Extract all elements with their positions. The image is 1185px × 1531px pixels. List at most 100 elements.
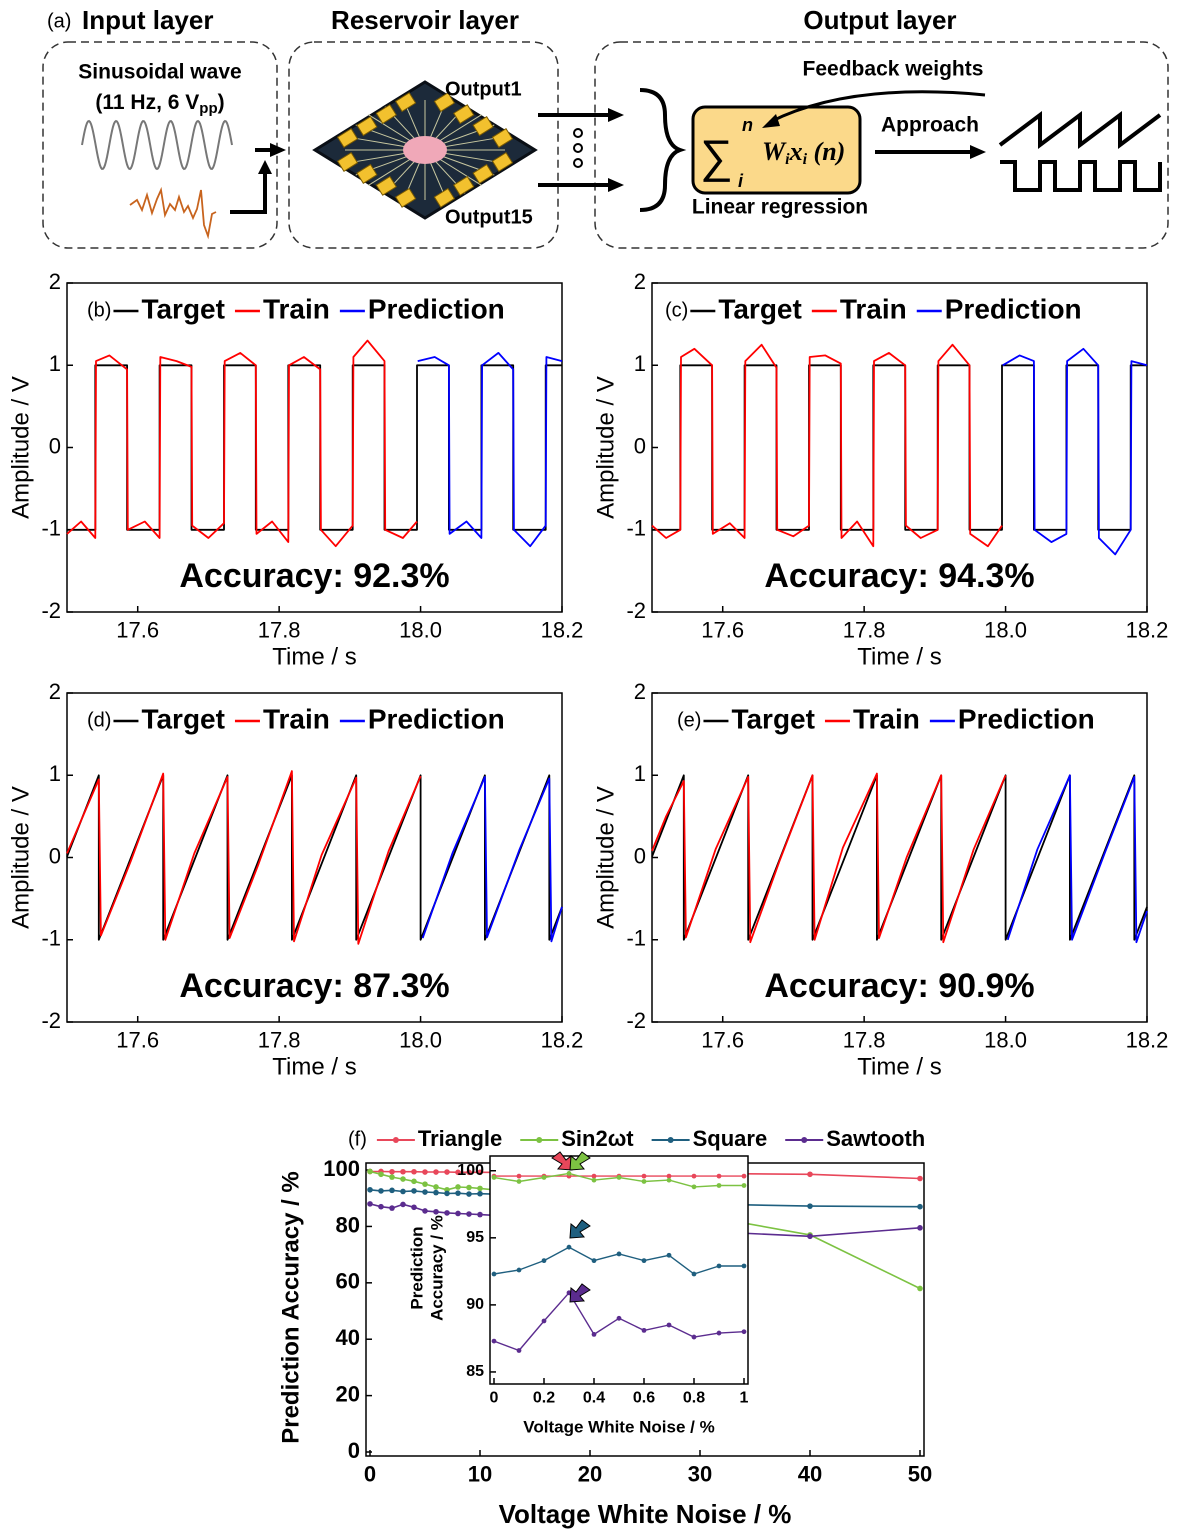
data-point bbox=[400, 1188, 406, 1195]
plot-frame bbox=[651, 282, 1148, 613]
y-tick-label: -1 bbox=[626, 516, 646, 541]
data-point bbox=[516, 1348, 522, 1353]
y-tick-label: -2 bbox=[41, 1008, 61, 1033]
data-point bbox=[477, 1211, 483, 1218]
x-tick-label: 17.8 bbox=[843, 618, 886, 643]
data-point bbox=[367, 1168, 373, 1175]
arrow bbox=[230, 172, 267, 214]
regression-box bbox=[691, 105, 862, 195]
x-tick-label: 40 bbox=[798, 1462, 822, 1487]
diagram: (a) Input layer Reservoir layer Output l… bbox=[42, 5, 1169, 249]
data-point bbox=[444, 1210, 450, 1216]
data-point bbox=[422, 1189, 428, 1195]
series-line bbox=[66, 339, 418, 548]
data-point bbox=[516, 1173, 522, 1179]
data-point bbox=[491, 1175, 497, 1180]
x-tick-label: 18.2 bbox=[1126, 1028, 1169, 1053]
data-point bbox=[477, 1185, 483, 1192]
chip-pad bbox=[491, 151, 514, 172]
data-point bbox=[591, 1258, 597, 1264]
y-tick-label: 2 bbox=[49, 269, 61, 294]
feedback-label: Feedback weights bbox=[803, 58, 984, 81]
data-point bbox=[400, 1201, 406, 1208]
y-axis-label: Amplitude / V bbox=[7, 376, 34, 519]
data-point bbox=[433, 1184, 439, 1190]
accuracy-annotation: Accuracy: 92.3% bbox=[179, 557, 449, 595]
data-point bbox=[477, 1169, 483, 1176]
data-point bbox=[422, 1169, 428, 1175]
formula-term: (n) bbox=[807, 137, 845, 166]
x-tick-label: 20 bbox=[578, 1462, 602, 1487]
x-tick-label: 0.8 bbox=[683, 1390, 705, 1407]
formula-lower: i bbox=[738, 171, 744, 191]
legend-label: Target bbox=[141, 293, 225, 324]
data-point bbox=[516, 1179, 522, 1184]
series-line bbox=[651, 343, 1003, 548]
data-point bbox=[666, 1252, 672, 1258]
legend-label: Prediction bbox=[945, 293, 1082, 324]
feedback-arrow bbox=[769, 90, 986, 124]
plot-frame bbox=[651, 692, 1148, 1023]
legend-label: Target bbox=[718, 293, 802, 324]
legend-label: Prediction bbox=[368, 293, 505, 324]
chip-pad bbox=[356, 116, 378, 137]
output-label: Output1 bbox=[445, 78, 522, 100]
y-axis-label: Amplitude / V bbox=[7, 786, 34, 929]
chip-pad bbox=[453, 104, 475, 125]
legend-marker bbox=[667, 1137, 674, 1143]
data-point bbox=[807, 1171, 813, 1178]
data-point bbox=[641, 1327, 647, 1333]
series-line bbox=[421, 776, 563, 943]
legend-label: Triangle bbox=[418, 1126, 502, 1151]
formula-term: i bbox=[785, 151, 790, 168]
data-point bbox=[367, 1201, 373, 1207]
data-point bbox=[491, 1338, 497, 1344]
y-tick-label: 1 bbox=[49, 761, 61, 786]
data-point bbox=[741, 1329, 747, 1335]
x-tick-label: 18.0 bbox=[984, 618, 1027, 643]
y-tick-label: 2 bbox=[634, 679, 646, 704]
series-line bbox=[1002, 347, 1148, 556]
data-point bbox=[411, 1188, 417, 1194]
data-point bbox=[378, 1188, 384, 1194]
reservoir-box bbox=[288, 41, 559, 249]
y-tick-label: 1 bbox=[634, 761, 646, 786]
y-tick-label: 60 bbox=[336, 1269, 360, 1294]
y-tick-label: 85 bbox=[466, 1363, 484, 1380]
data-point bbox=[917, 1203, 923, 1210]
data-point bbox=[411, 1178, 417, 1185]
formula-term: i bbox=[803, 151, 808, 168]
legend-label: Sin2ωt bbox=[561, 1126, 634, 1151]
accuracy-annotation: Accuracy: 94.3% bbox=[764, 557, 1034, 595]
accuracy-annotation: Accuracy: 87.3% bbox=[179, 967, 449, 1005]
data-point bbox=[444, 1169, 450, 1175]
y-tick-label: 20 bbox=[336, 1381, 360, 1406]
sawtooth-icon bbox=[998, 111, 1162, 149]
arrow-head bbox=[970, 145, 986, 159]
y-axis-label: Prediction Accuracy / % bbox=[277, 1171, 304, 1444]
x-axis-label: Voltage White Noise / % bbox=[499, 1499, 792, 1529]
y-axis-label: Amplitude / V bbox=[592, 376, 619, 519]
y-tick-label: 1 bbox=[634, 351, 646, 376]
data-point bbox=[378, 1171, 384, 1178]
legend-label: Target bbox=[141, 703, 225, 734]
legend-label: Prediction bbox=[958, 703, 1095, 734]
data-point bbox=[591, 1331, 597, 1337]
arrow-marker bbox=[569, 1151, 591, 1171]
y-tick-label: 0 bbox=[49, 433, 61, 458]
data-point bbox=[807, 1203, 813, 1209]
data-point bbox=[541, 1318, 547, 1324]
square-icon bbox=[1000, 160, 1162, 192]
wave-spec-end: ) bbox=[218, 91, 225, 114]
legend-marker bbox=[801, 1137, 808, 1143]
data-point bbox=[433, 1189, 439, 1196]
y-tick-label: -1 bbox=[41, 926, 61, 951]
chip-pad bbox=[375, 175, 397, 196]
data-point bbox=[378, 1203, 384, 1210]
panel-label: (b) bbox=[87, 299, 111, 321]
x-tick-label: 18.2 bbox=[1126, 618, 1169, 643]
x-tick-label: 17.6 bbox=[701, 618, 744, 643]
y-tick-label: 0 bbox=[49, 843, 61, 868]
data-point bbox=[716, 1263, 722, 1269]
formula-term: W bbox=[762, 137, 787, 166]
